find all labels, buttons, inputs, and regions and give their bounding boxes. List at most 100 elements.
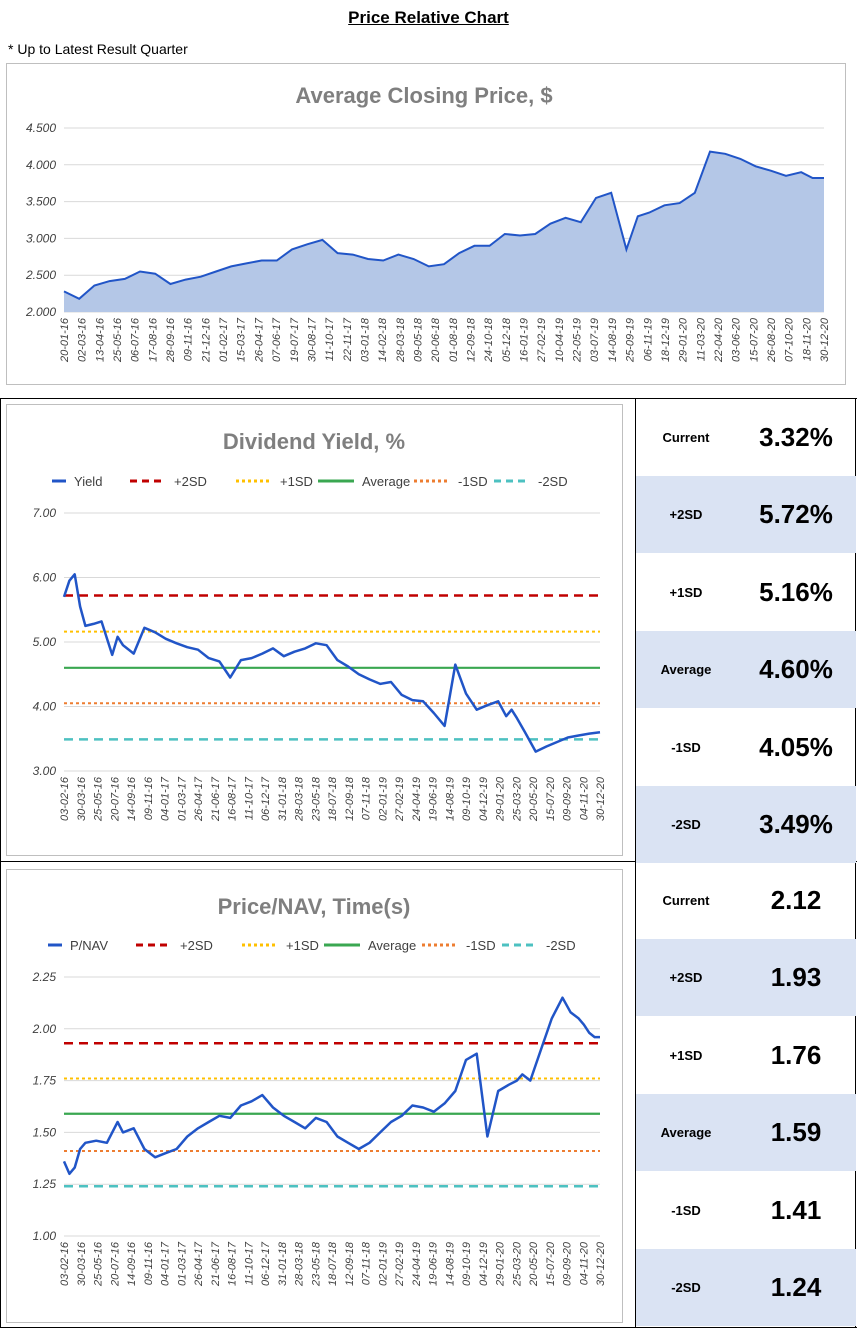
- x-tick-label: 16-08-17: [227, 1241, 239, 1286]
- x-tick-label: 15-03-17: [236, 317, 248, 362]
- x-tick-label: 27-02-19: [536, 318, 548, 363]
- yield-chart-frame: [6, 404, 623, 856]
- y-tick-label: 5.00: [33, 635, 57, 649]
- stat-value: 1.24: [770, 1272, 822, 1302]
- legend-label: +1SD: [280, 474, 313, 489]
- y-tick-label: 1.75: [33, 1074, 57, 1088]
- footnote: * Up to Latest Result Quarter: [8, 41, 188, 57]
- stat-value: 4.05%: [759, 731, 833, 762]
- divider-bottom: [0, 1327, 857, 1328]
- y-tick-label: 1.50: [33, 1125, 57, 1139]
- divider-middle: [0, 861, 857, 862]
- x-tick-label: 06-07-16: [130, 317, 142, 362]
- stat-value: 4.60%: [759, 654, 833, 685]
- x-tick-label: 09-09-20: [562, 776, 574, 821]
- x-tick-label: 11-10-17: [324, 317, 336, 361]
- series-line: [62, 573, 601, 753]
- series-line: [63, 150, 824, 300]
- stat-label: Current: [662, 430, 710, 445]
- x-tick-label: 20-01-16: [59, 317, 71, 363]
- stat-value: 1.59: [770, 1117, 822, 1148]
- x-tick-label: 04-12-19: [478, 777, 490, 821]
- stat-row-plus2sd: +2SD 1.93: [636, 939, 856, 1017]
- x-tick-label: 25-09-19: [625, 318, 637, 363]
- x-tick-label: 31-01-18: [277, 776, 289, 821]
- x-tick-label: 25-05-16: [93, 776, 105, 822]
- stat-label: -2SD: [671, 1280, 701, 1295]
- x-tick-label: 17-08-16: [147, 317, 159, 362]
- stat-row-plus1sd: +1SD 1.76: [636, 1017, 856, 1094]
- legend-label: -1SD: [466, 938, 496, 953]
- stat-value: 3.49%: [759, 809, 833, 839]
- x-tick-label: 14-09-16: [126, 1241, 138, 1286]
- y-tick-label: 3.000: [26, 231, 56, 245]
- y-tick-label: 4.000: [26, 158, 56, 172]
- stat-row-plus2sd: +2SD 5.72%: [636, 476, 856, 554]
- x-tick-label: 30-12-20: [819, 317, 831, 362]
- x-tick-label: 29-01-20: [678, 317, 690, 363]
- stat-value: 1.76: [770, 1039, 822, 1070]
- x-tick-label: 19-06-19: [428, 1242, 440, 1286]
- legend-label: -1SD: [458, 474, 488, 489]
- x-tick-label: 09-11-16: [183, 317, 195, 361]
- x-tick-label: 30-03-16: [76, 1241, 88, 1286]
- divider-left: [0, 398, 1, 1328]
- x-tick-label: 16-01-19: [519, 318, 531, 362]
- x-tick-label: 04-12-19: [478, 1242, 490, 1286]
- stat-value: 1.93: [770, 962, 822, 993]
- x-tick-label: 14-08-19: [607, 318, 619, 362]
- x-tick-label: 09-10-19: [461, 1242, 473, 1286]
- x-tick-label: 03-07-19: [589, 318, 601, 362]
- divider-top: [0, 398, 857, 399]
- x-tick-label: 07-11-18: [361, 776, 373, 820]
- x-tick-label: 20-06-18: [430, 317, 442, 363]
- x-tick-label: 19-06-19: [428, 777, 440, 821]
- stat-label: -2SD: [671, 817, 701, 832]
- x-tick-label: 22-11-17: [342, 317, 354, 362]
- x-tick-label: 12-09-18: [466, 317, 478, 362]
- x-tick-label: 12-09-18: [344, 776, 356, 821]
- x-tick-label: 21-06-17: [210, 1241, 222, 1287]
- series-line: [62, 996, 600, 1176]
- x-tick-label: 18-07-18: [327, 776, 339, 821]
- stat-label: +1SD: [669, 1047, 703, 1063]
- x-tick-label: 07-10-20: [784, 317, 796, 362]
- x-tick-label: 28-03-18: [294, 1241, 306, 1287]
- legend-label: P/NAV: [70, 938, 108, 953]
- stat-label: Average: [660, 662, 712, 678]
- x-tick-label: 13-04-16: [94, 317, 106, 362]
- x-tick-label: 04-01-17: [160, 776, 172, 821]
- x-tick-label: 25-03-20: [511, 776, 523, 822]
- x-tick-label: 03-06-20: [731, 317, 743, 362]
- x-tick-label: 03-02-16: [59, 776, 71, 821]
- x-tick-label: 09-09-20: [562, 1241, 574, 1286]
- x-tick-label: 24-04-19: [411, 1242, 423, 1287]
- y-tick-label: 4.500: [26, 121, 56, 135]
- x-tick-label: 02-03-16: [77, 317, 89, 362]
- x-tick-label: 15-07-20: [545, 776, 557, 821]
- stat-value: 5.72%: [759, 499, 833, 530]
- stat-row-average: Average 4.60%: [636, 631, 856, 709]
- x-tick-label: 22-05-19: [572, 318, 584, 363]
- y-tick-label: 2.00: [32, 1022, 57, 1036]
- x-tick-label: 06-11-19: [642, 318, 654, 361]
- x-tick-label: 14-02-18: [377, 317, 389, 362]
- x-tick-label: 18-12-19: [660, 318, 672, 362]
- x-tick-label: 01-08-18: [448, 317, 460, 362]
- stat-label: +1SD: [669, 584, 703, 600]
- x-tick-label: 28-09-16: [165, 317, 177, 363]
- x-tick-label: 04-01-17: [160, 1241, 172, 1286]
- legend-label: +2SD: [174, 474, 207, 489]
- y-tick-label: 2.500: [25, 268, 56, 282]
- x-tick-label: 26-04-17: [253, 317, 265, 363]
- x-tick-label: 25-03-20: [511, 1241, 523, 1287]
- yield-chart: Dividend Yield, % 3.00 4.00 5.00 6.00 7.00 03-…: [33, 429, 607, 822]
- y-tick-label: 2.25: [32, 970, 57, 984]
- x-tick-label: 03-02-16: [59, 1241, 71, 1286]
- page-title: Price Relative Chart: [348, 8, 509, 27]
- x-tick-label: 11-10-17: [243, 1241, 255, 1285]
- x-tick-label: 09-11-16: [143, 776, 155, 820]
- x-tick-label: 07-06-17: [271, 317, 283, 362]
- x-tick-label: 19-07-17: [289, 317, 301, 362]
- x-tick-label: 09-05-18: [412, 317, 424, 362]
